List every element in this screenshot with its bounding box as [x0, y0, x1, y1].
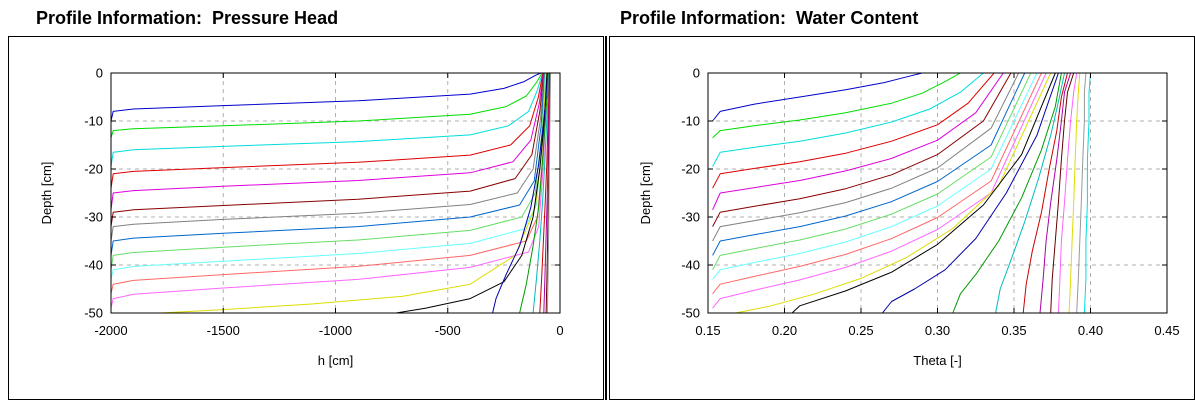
pressure-head-series-line-18	[539, 73, 550, 313]
pressure-head-series-line-15	[492, 73, 549, 313]
pressure-head-xtick-label: -1000	[319, 323, 352, 338]
water-content-series-line-10	[712, 73, 1038, 280]
water-content-series-line-23	[1076, 73, 1087, 313]
water-content-ytick-label: 0	[693, 66, 700, 81]
pressure-head-ytick-label: -50	[84, 306, 103, 321]
water-content-series-line-2	[712, 73, 961, 139]
right-chart-title: Profile Information: Water Content	[620, 8, 919, 28]
pressure-head-ytick-label: -40	[84, 258, 103, 273]
water-content-xtick-label: 0.35	[1001, 323, 1026, 338]
water-content-series-line-15	[882, 73, 1059, 313]
pressure-head-ytick-label: -20	[84, 162, 103, 177]
water-content-series-line-11	[712, 73, 1042, 295]
water-content-x-axis-label: Theta [-]	[913, 353, 961, 368]
left-chart-title: Profile Information: Pressure Head	[36, 8, 339, 28]
water-content-series-line-20	[1050, 73, 1075, 313]
pressure-head-x-axis-label: h [cm]	[318, 353, 353, 368]
pressure-head-series-line-13	[160, 73, 547, 313]
pressure-head-xtick-label: -500	[435, 323, 461, 338]
pressure-head-series-line-6	[111, 73, 545, 227]
pressure-head-series-line-5	[111, 73, 544, 210]
pressure-head-chart: -2000 -1500 -1000 -500 0 0 -10 -20 -30 -40 -50 h [c…	[39, 66, 564, 369]
water-content-series-line-24	[1083, 73, 1091, 313]
pressure-head-ytick-label: -30	[84, 210, 103, 225]
water-content-xtick-label: 0.15	[695, 323, 720, 338]
water-content-series-line-16	[952, 73, 1062, 313]
pressure-head-ytick-label: 0	[96, 66, 103, 81]
water-content-xtick-label: 0.45	[1154, 323, 1179, 338]
pressure-head-panel: -2000 -1500 -1000 -500 0 0 -10 -20 -30 -40 -50 h [c…	[8, 36, 604, 400]
water-content-series-line-18	[1022, 73, 1068, 313]
water-content-panel: 0.15 0.20 0.25 0.30 0.35 0.40 0.45 0 -10 -20 -30 -4…	[609, 36, 1195, 400]
water-content-y-axis-label: Depth [cm]	[638, 162, 653, 225]
water-content-series-line-14	[791, 73, 1056, 313]
water-content-series-line-22	[1068, 73, 1081, 313]
water-content-series-line-7	[712, 73, 1020, 242]
water-content-ytick-label: -20	[681, 162, 700, 177]
water-content-series-line-21	[1057, 73, 1078, 313]
pressure-head-series-line-1	[111, 73, 542, 122]
pressure-head-series-line-8	[111, 73, 546, 256]
water-content-ytick-label: -40	[681, 258, 700, 273]
water-content-chart: 0.15 0.20 0.25 0.30 0.35 0.40 0.45 0 -10 -20 -30 -4…	[638, 66, 1180, 369]
pressure-head-series-line-11	[111, 73, 547, 294]
water-content-grid	[708, 73, 1167, 313]
water-content-xtick-label: 0.30	[925, 323, 950, 338]
water-content-series-line-17	[995, 73, 1065, 313]
water-content-series-line-12	[712, 73, 1047, 309]
water-content-xtick-label: 0.25	[848, 323, 873, 338]
pressure-head-series-line-10	[111, 73, 547, 280]
water-content-series-line-8	[712, 73, 1026, 256]
water-content-xtick-label: 0.20	[772, 323, 797, 338]
water-content-xtick-label: 0.40	[1078, 323, 1103, 338]
water-content-series-line-13	[735, 73, 1052, 313]
water-content-series-line-4	[712, 73, 995, 189]
pressure-head-xtick-label: 0	[556, 323, 563, 338]
pressure-head-series-line-16	[519, 73, 549, 313]
water-content-series-line-5	[712, 73, 1004, 211]
pressure-head-series-line-17	[532, 73, 550, 313]
water-content-ytick-label: -50	[681, 306, 700, 321]
water-content-series-line-6	[712, 73, 1012, 227]
water-content-series-line-19	[1039, 73, 1072, 313]
water-content-series-line-1	[712, 73, 923, 122]
water-content-ytick-label: -30	[681, 210, 700, 225]
pressure-head-ytick-label: -10	[84, 114, 103, 129]
pressure-head-y-axis-label: Depth [cm]	[39, 162, 54, 225]
pressure-head-series-line-4	[111, 73, 544, 189]
water-content-series-line-9	[712, 73, 1032, 271]
pressure-head-series-line-21	[546, 73, 552, 313]
pressure-head-series-group	[111, 73, 552, 313]
pressure-head-series-line-3	[111, 73, 543, 167]
pressure-head-series-line-12	[111, 73, 547, 309]
pressure-head-xtick-label: -1500	[207, 323, 240, 338]
pressure-head-series-line-19	[543, 73, 551, 313]
pressure-head-series-line-14	[396, 73, 548, 313]
pressure-head-xtick-label: -2000	[94, 323, 127, 338]
water-content-series-group	[712, 73, 1091, 313]
water-content-ytick-label: -10	[681, 114, 700, 129]
pressure-head-series-line-7	[111, 73, 545, 242]
pressure-head-series-line-2	[111, 73, 543, 138]
panel-divider	[605, 36, 607, 400]
water-content-series-line-3	[712, 73, 984, 167]
